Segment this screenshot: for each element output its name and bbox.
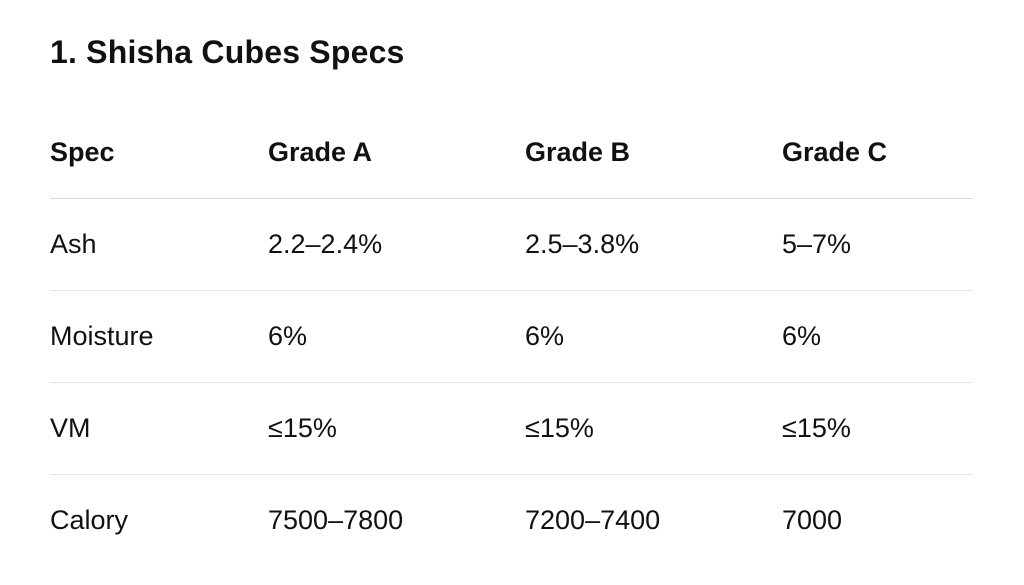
- cell-grade-b: ≤15%: [525, 382, 782, 475]
- row-label: VM: [50, 382, 268, 475]
- header-spec: Spec: [50, 106, 268, 199]
- cell-grade-a: 6%: [268, 290, 525, 383]
- table-row: Ash 2.2–2.4% 2.5–3.8% 5–7%: [50, 198, 973, 291]
- table-row: Calory 7500–7800 7200–7400 7000: [50, 475, 973, 567]
- header-row: Spec Grade A Grade B Grade C: [50, 106, 973, 199]
- cell-grade-a: ≤15%: [268, 382, 525, 475]
- cell-grade-c: 7000: [782, 505, 843, 535]
- cell-grade-c: 5–7%: [782, 198, 973, 291]
- header-grade-b: Grade B: [525, 106, 782, 199]
- cell-grade-b: 7200–7400: [525, 505, 661, 535]
- cell-grade-b: 2.5–3.8%: [525, 198, 782, 291]
- row-label: Ash: [50, 198, 268, 291]
- table-row: VM ≤15% ≤15% ≤15%: [50, 382, 973, 475]
- table-body: Ash 2.2–2.4% 2.5–3.8% 5–7% Moisture 6% 6…: [50, 198, 973, 567]
- cell-grade-c: 6%: [782, 290, 973, 383]
- row-label: Moisture: [50, 290, 268, 383]
- cell-grade-c: ≤15%: [782, 382, 973, 475]
- page-title: 1. Shisha Cubes Specs: [50, 34, 405, 70]
- table-row: Moisture 6% 6% 6%: [50, 290, 973, 383]
- cell-grade-b: 6%: [525, 290, 782, 383]
- cell-grade-a: 7500–7800: [268, 505, 404, 535]
- specs-table: Spec Grade A Grade B Grade C Ash 2.2–2.4…: [50, 106, 973, 566]
- header-grade-a: Grade A: [268, 106, 525, 199]
- row-label: Calory: [50, 505, 129, 535]
- header-grade-c: Grade C: [782, 106, 973, 199]
- cell-grade-a: 2.2–2.4%: [268, 198, 525, 291]
- table-header: Spec Grade A Grade B Grade C: [50, 106, 973, 199]
